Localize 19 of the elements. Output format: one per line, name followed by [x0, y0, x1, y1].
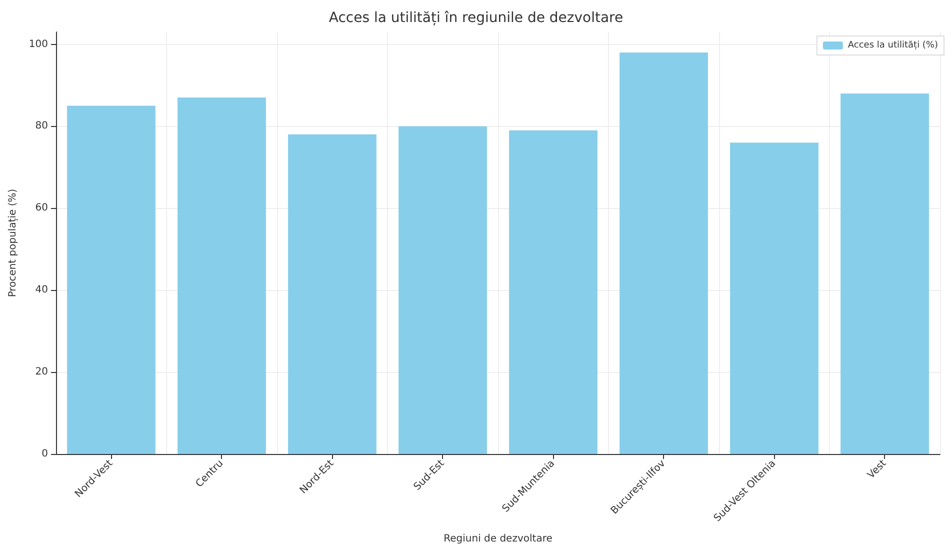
- bar: [398, 126, 487, 454]
- y-axis-title: Procent populație (%): [8, 188, 18, 298]
- bar: [840, 93, 929, 454]
- bar: [730, 142, 818, 454]
- bar: [620, 52, 708, 454]
- legend-label: Acces la utilități (%): [848, 40, 938, 50]
- bar: [509, 130, 598, 454]
- chart-title: Acces la utilități în regiunile de dezvoltare: [328, 10, 624, 26]
- y-tick-label: 60: [35, 202, 48, 214]
- bar: [67, 106, 156, 454]
- x-tick-label: Vest: [866, 458, 889, 481]
- bar: [178, 98, 266, 454]
- x-axis-title: Regiuni de dezvoltare: [444, 534, 552, 544]
- y-tick-label: 40: [35, 284, 48, 296]
- bar: [288, 134, 376, 454]
- y-tick-label: 0: [42, 448, 48, 460]
- y-tick-label: 20: [35, 366, 48, 378]
- y-tick-label: 80: [35, 120, 48, 132]
- y-tick-label: 100: [28, 38, 48, 50]
